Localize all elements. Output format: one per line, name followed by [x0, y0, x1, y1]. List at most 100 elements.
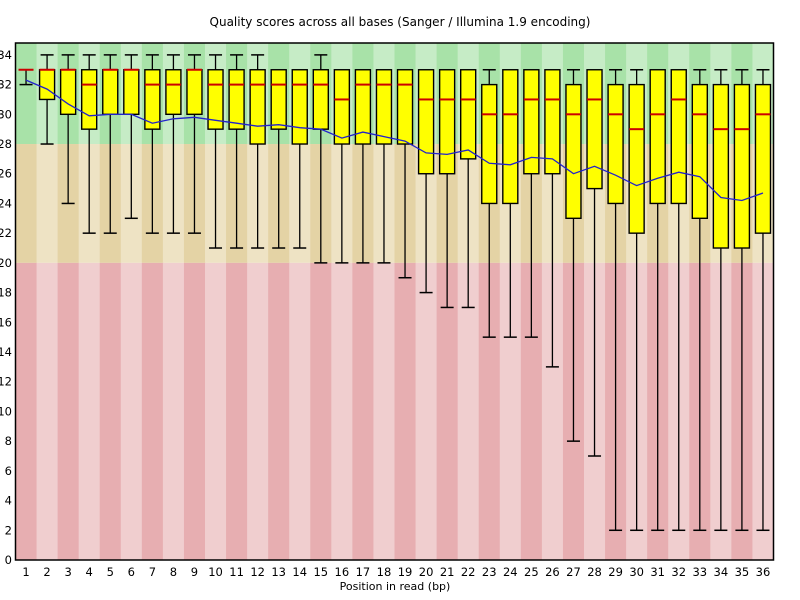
x-tick-label: 27 — [566, 565, 581, 579]
x-tick-label: 36 — [756, 565, 771, 579]
zone-poor-stripe — [415, 262, 438, 560]
box-plot-position-31 — [649, 69, 666, 532]
box-plot-position-13 — [270, 69, 287, 249]
x-tick-label: 12 — [250, 565, 265, 579]
iqr-box — [459, 69, 477, 160]
box-plot-position-3 — [59, 54, 77, 205]
zone-poor-stripe — [162, 262, 185, 560]
x-tick-label: 1 — [22, 565, 29, 579]
y-tick-label: 0 — [5, 553, 12, 567]
zone-poor-stripe — [36, 262, 59, 560]
y-tick-label: 28 — [0, 137, 12, 151]
iqr-box — [375, 69, 393, 145]
box-plot-position-17 — [354, 69, 372, 264]
box-plot-position-34 — [712, 68, 730, 532]
y-tick-label: 22 — [0, 226, 12, 240]
x-tick-label: 24 — [503, 565, 518, 579]
box-plot-position-18 — [375, 69, 393, 264]
zone-poor-stripe — [15, 262, 38, 560]
y-tick-label: 8 — [5, 434, 12, 448]
iqr-box — [649, 69, 666, 205]
x-tick-label: 20 — [419, 565, 434, 579]
box-plot-position-14 — [291, 69, 308, 249]
zone-poor-stripe — [141, 262, 164, 560]
iqr-box — [102, 69, 119, 116]
y-tick-label: 2 — [5, 523, 12, 537]
x-tick-label: 4 — [86, 565, 93, 579]
x-axis-title: Position in read (bp) — [339, 580, 451, 593]
iqr-box — [228, 69, 245, 130]
iqr-box — [291, 69, 308, 145]
y-tick-label: 6 — [5, 464, 12, 478]
x-tick-label: 23 — [482, 565, 497, 579]
zone-poor-stripe — [289, 262, 311, 560]
zone-poor-stripe — [99, 262, 122, 560]
iqr-box — [733, 83, 751, 249]
iqr-box — [586, 69, 603, 190]
iqr-box — [123, 69, 140, 116]
box-plot-position-19 — [396, 69, 414, 279]
box-plot-position-20 — [417, 69, 435, 294]
iqr-box — [565, 83, 582, 220]
x-tick-label: 5 — [107, 565, 114, 579]
iqr-box — [691, 83, 709, 220]
box-plot-position-1 — [18, 68, 34, 86]
zone-poor-stripe — [226, 262, 248, 560]
box-plot-position-10 — [207, 54, 224, 249]
zone-poor-stripe — [183, 262, 206, 560]
box-plot-position-9 — [186, 54, 203, 234]
box-plot-position-15 — [312, 54, 330, 264]
zone-poor-stripe — [78, 262, 101, 560]
chart-title: Quality scores across all bases (Sanger … — [209, 15, 591, 29]
x-tick-label: 9 — [191, 565, 198, 579]
zone-poor-stripe — [205, 262, 227, 560]
box-plot-position-23 — [481, 68, 498, 338]
y-tick-label: 20 — [0, 256, 12, 270]
box-plot-position-25 — [523, 69, 540, 338]
iqr-box — [754, 83, 772, 234]
iqr-box — [249, 69, 266, 145]
y-tick-label: 10 — [0, 404, 12, 418]
x-tick-label: 29 — [608, 565, 623, 579]
x-tick-label: 25 — [524, 565, 539, 579]
box-plot-position-27 — [565, 68, 582, 442]
iqr-box — [712, 83, 730, 249]
iqr-box — [165, 69, 182, 116]
x-tick-label: 31 — [650, 565, 665, 579]
iqr-box — [523, 69, 540, 175]
x-tick-label: 2 — [43, 565, 50, 579]
iqr-box — [270, 69, 287, 130]
box-plot-position-28 — [586, 69, 603, 457]
box-plot-position-35 — [733, 68, 751, 532]
iqr-box — [354, 69, 372, 145]
box-plot-position-26 — [544, 69, 561, 368]
zone-poor-stripe — [352, 262, 374, 560]
x-tick-label: 26 — [545, 565, 560, 579]
zone-poor-stripe — [394, 262, 417, 560]
zone-poor-stripe — [57, 262, 80, 560]
y-tick-label: 18 — [0, 286, 12, 300]
y-tick-label: 16 — [0, 315, 12, 329]
box-plot-position-24 — [502, 69, 519, 338]
box-plot-position-30 — [628, 68, 645, 532]
zone-poor-stripe — [310, 262, 332, 560]
x-tick-label: 10 — [208, 565, 223, 579]
x-tick-label: 34 — [714, 565, 729, 579]
y-tick-label: 12 — [0, 375, 12, 389]
iqr-box — [628, 83, 645, 234]
x-tick-label: 18 — [377, 565, 392, 579]
x-tick-label: 11 — [229, 565, 244, 579]
zone-poor-stripe — [120, 262, 143, 560]
box-plot-position-8 — [165, 54, 182, 234]
zone-poor-stripe — [541, 262, 564, 560]
iqr-box — [80, 69, 98, 130]
iqr-box — [607, 83, 624, 205]
iqr-box — [544, 69, 561, 175]
x-tick-label: 35 — [735, 565, 750, 579]
iqr-box — [186, 69, 203, 116]
zone-poor-stripe — [373, 262, 395, 560]
iqr-box — [502, 69, 519, 205]
iqr-box — [396, 69, 414, 145]
iqr-box — [144, 69, 161, 130]
x-tick-label: 21 — [440, 565, 455, 579]
